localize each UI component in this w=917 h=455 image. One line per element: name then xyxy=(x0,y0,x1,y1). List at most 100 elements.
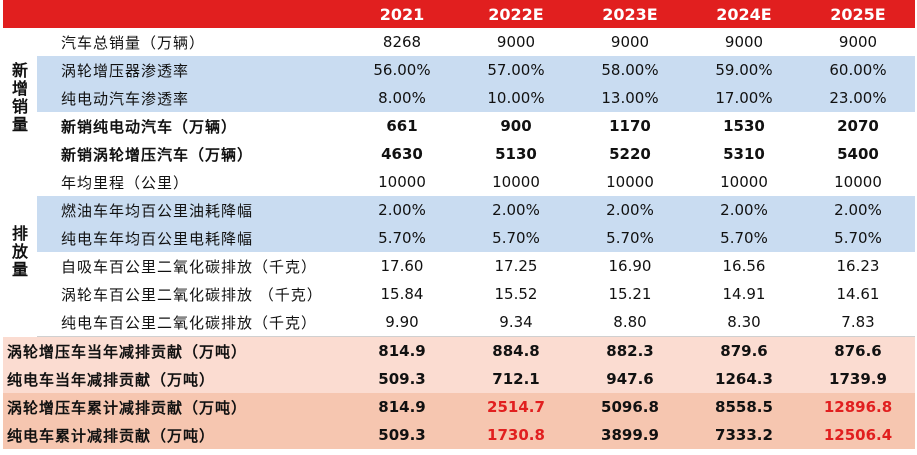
table-cell: 8.80 xyxy=(573,308,687,337)
table-cell: 10000 xyxy=(492,173,540,191)
header-year: 2024E xyxy=(687,0,801,28)
table-cell: 2.00% xyxy=(573,196,687,224)
header-year: 2022E xyxy=(459,0,573,28)
table-row: 纯电车百公里二氧化碳排放（千克） 9.90 9.34 8.80 8.30 7.8… xyxy=(3,308,915,337)
table-cell: 57.00% xyxy=(459,56,573,84)
table-row: 自吸车百公里二氧化碳排放（千克） 17.60 17.25 16.90 16.56… xyxy=(3,252,915,280)
table-cell: 814.9 xyxy=(345,393,459,421)
row-label: 纯电车累计减排贡献（万吨） xyxy=(3,421,345,449)
table-cell: 2070 xyxy=(837,117,879,135)
table-cell: 8.30 xyxy=(687,308,801,337)
row-label: 燃油车年均百公里油耗降幅 xyxy=(37,196,345,224)
table-cell: 9000 xyxy=(838,33,878,51)
table-cell: 884.8 xyxy=(459,336,573,365)
table-cell: 59.00% xyxy=(687,56,801,84)
header-row: 2021 2022E 2023E 2024E 2025E xyxy=(3,0,915,28)
row-label: 新销涡轮增压汽车（万辆） xyxy=(61,145,254,164)
table-cell: 14.91 xyxy=(722,285,766,303)
table-cell: 58.00% xyxy=(573,56,687,84)
table-cell-highlight: 12896.8 xyxy=(801,393,915,421)
table-cell-highlight: 2514.7 xyxy=(459,393,573,421)
table-cell: 1264.3 xyxy=(687,365,801,393)
table-cell: 5400 xyxy=(837,145,879,163)
table-cell: 17.60 xyxy=(380,257,424,275)
table-row: 纯电车年均百公里电耗降幅 5.70% 5.70% 5.70% 5.70% 5.7… xyxy=(3,224,915,252)
group-label-sales: 新增销量 xyxy=(3,28,37,168)
table-cell: 876.6 xyxy=(801,336,915,365)
table-cell: 5220 xyxy=(609,145,651,163)
table-cell: 2.00% xyxy=(687,196,801,224)
table-cell-highlight: 12506.4 xyxy=(801,421,915,449)
table-cell: 9.90 xyxy=(345,308,459,337)
table-cell: 5310 xyxy=(723,145,765,163)
header-year: 2025E xyxy=(801,0,915,28)
table-cell: 13.00% xyxy=(573,84,687,112)
table-cell: 10000 xyxy=(378,173,426,191)
row-label: 纯电车当年减排贡献（万吨） xyxy=(3,365,345,393)
table-cell: 10000 xyxy=(834,173,882,191)
table-row: 新销纯电动汽车（万辆） 661 900 1170 1530 2070 xyxy=(3,112,915,140)
table-cell: 15.52 xyxy=(494,285,538,303)
table-cell-highlight: 1730.8 xyxy=(459,421,573,449)
table-cell: 4630 xyxy=(381,145,423,163)
header-year: 2021 xyxy=(345,0,459,28)
table-row: 新销涡轮增压汽车（万辆） 4630 5130 5220 5310 5400 xyxy=(3,140,915,168)
table-cell: 10.00% xyxy=(459,84,573,112)
table-cell: 1170 xyxy=(609,117,651,135)
row-label: 涡轮增压车累计减排贡献（万吨） xyxy=(3,393,345,421)
table-cell: 509.3 xyxy=(345,421,459,449)
table-cell: 9000 xyxy=(724,33,764,51)
table-cell: 5.70% xyxy=(345,224,459,252)
table-row: 纯电车累计减排贡献（万吨） 509.3 1730.8 3899.9 7333.2… xyxy=(3,421,915,449)
emission-forecast-table-container: 2021 2022E 2023E 2024E 2025E 新增销量 汽车总销量（… xyxy=(3,0,915,450)
header-label-blank xyxy=(37,0,345,28)
table-cell: 882.3 xyxy=(573,336,687,365)
header-year: 2023E xyxy=(573,0,687,28)
table-cell: 5.70% xyxy=(801,224,915,252)
table-cell: 14.61 xyxy=(836,285,880,303)
group-label-text: 新增销量 xyxy=(11,61,28,134)
table-cell: 5.70% xyxy=(459,224,573,252)
row-label: 纯电车百公里二氧化碳排放（千克） xyxy=(37,308,345,337)
table-cell: 23.00% xyxy=(801,84,915,112)
row-label: 新销纯电动汽车（万辆） xyxy=(61,117,238,136)
table-cell: 17.25 xyxy=(494,257,538,275)
table-row: 纯电车当年减排贡献（万吨） 509.3 712.1 947.6 1264.3 1… xyxy=(3,365,915,393)
table-cell: 5130 xyxy=(495,145,537,163)
row-label: 纯电车年均百公里电耗降幅 xyxy=(37,224,345,252)
table-cell: 947.6 xyxy=(573,365,687,393)
table-cell: 8558.5 xyxy=(687,393,801,421)
table-cell: 10000 xyxy=(720,173,768,191)
table-row: 涡轮增压车当年减排贡献（万吨） 814.9 884.8 882.3 879.6 … xyxy=(3,336,915,365)
table-cell: 900 xyxy=(500,117,532,135)
row-label: 纯电动汽车渗透率 xyxy=(37,84,345,112)
table-row: 纯电动汽车渗透率 8.00% 10.00% 13.00% 17.00% 23.0… xyxy=(3,84,915,112)
table-cell: 15.21 xyxy=(608,285,652,303)
table-cell: 1739.9 xyxy=(801,365,915,393)
table-row: 新增销量 汽车总销量（万辆） 8268 9000 9000 9000 9000 xyxy=(3,28,915,134)
row-label: 年均里程（公里） xyxy=(61,173,190,192)
table-cell: 1530 xyxy=(723,117,765,135)
table-cell: 10000 xyxy=(606,173,654,191)
table-cell: 9.34 xyxy=(459,308,573,337)
table-row: 涡轮增压车累计减排贡献（万吨） 814.9 2514.7 5096.8 8558… xyxy=(3,393,915,421)
table-cell: 16.56 xyxy=(722,257,766,275)
table-row: 燃油车年均百公里油耗降幅 2.00% 2.00% 2.00% 2.00% 2.0… xyxy=(3,196,915,224)
table-cell: 17.00% xyxy=(687,84,801,112)
table-cell: 2.00% xyxy=(801,196,915,224)
table-cell: 16.90 xyxy=(608,257,652,275)
table-cell: 15.84 xyxy=(380,285,424,303)
table-cell: 5.70% xyxy=(573,224,687,252)
table-cell: 712.1 xyxy=(459,365,573,393)
group-label-emission: 排放量 xyxy=(3,168,37,337)
table-cell: 5.70% xyxy=(687,224,801,252)
header-blank xyxy=(3,0,37,28)
table-cell: 8.00% xyxy=(345,84,459,112)
row-label: 汽车总销量（万辆） xyxy=(61,33,206,52)
emission-forecast-table: 2021 2022E 2023E 2024E 2025E 新增销量 汽车总销量（… xyxy=(3,0,915,449)
table-row: 涡轮增压器渗透率 56.00% 57.00% 58.00% 59.00% 60.… xyxy=(3,56,915,84)
table-cell: 2.00% xyxy=(345,196,459,224)
table-row: 涡轮车百公里二氧化碳排放 （千克） 15.84 15.52 15.21 14.9… xyxy=(3,280,915,308)
table-cell: 5096.8 xyxy=(573,393,687,421)
row-label: 自吸车百公里二氧化碳排放（千克） xyxy=(61,257,318,276)
